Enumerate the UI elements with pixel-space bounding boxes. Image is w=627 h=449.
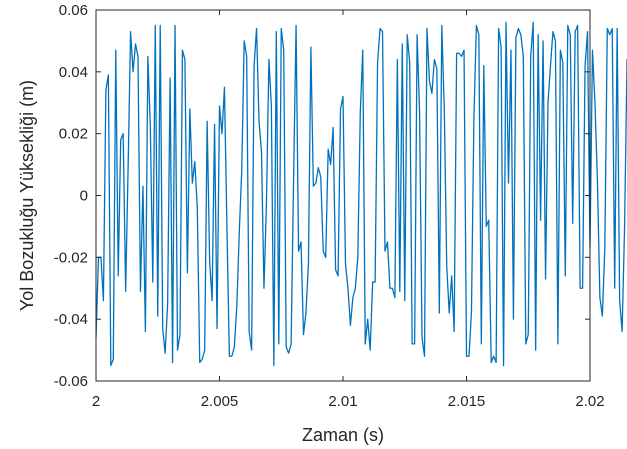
series-layer — [95, 21, 627, 367]
y-axis-title: Yol Bozukluğu Yüksekliği (m) — [17, 80, 37, 311]
y-tick-label: 0.02 — [59, 126, 88, 143]
y-tick-label: 0.04 — [59, 64, 88, 81]
y-tick-label: -0.06 — [54, 373, 88, 390]
y-tick-label: 0.06 — [59, 2, 88, 19]
x-tick-label: 2.005 — [201, 393, 239, 410]
x-tick-label: 2.01 — [328, 393, 357, 410]
plot-area — [96, 10, 590, 381]
x-tick-label: 2 — [92, 393, 100, 410]
x-tick-label: 2.015 — [448, 393, 486, 410]
axes: 2 2.005 2.01 2.015 2.02 -0.06 -0.04 -0.02 0 0.02 0… — [54, 2, 605, 410]
x-axis-title: Zaman (s) — [302, 425, 384, 445]
y-tick-label: -0.02 — [54, 249, 88, 266]
y-tick-label: 0 — [80, 188, 88, 205]
y-tick-label: -0.04 — [54, 311, 88, 328]
series-line-0 — [95, 21, 627, 367]
x-tick-label: 2.02 — [575, 393, 604, 410]
